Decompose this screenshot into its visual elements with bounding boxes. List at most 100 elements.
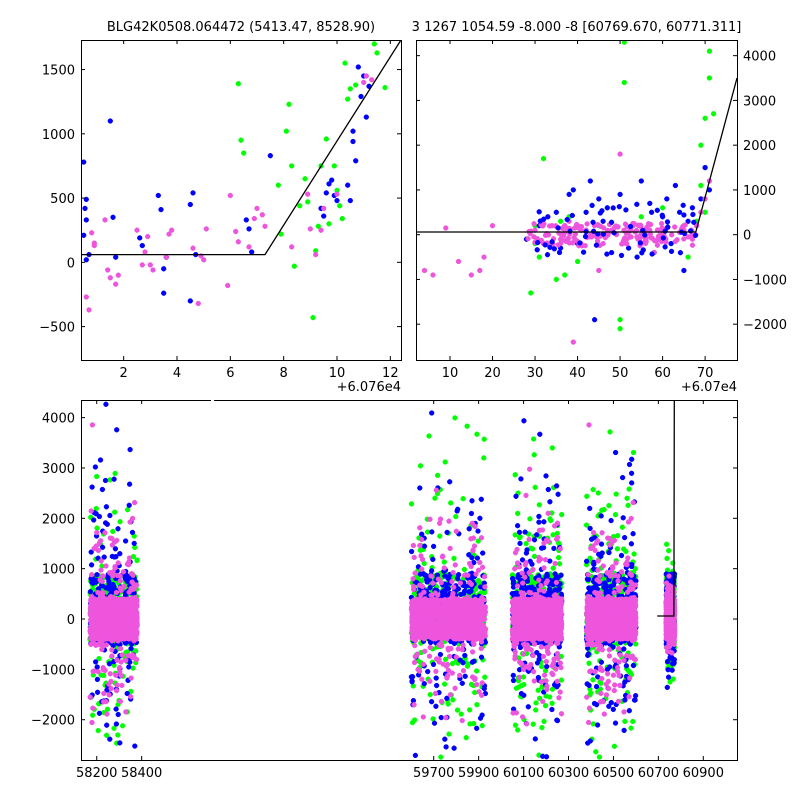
data-point [584, 576, 591, 582]
data-point [471, 658, 477, 664]
data-point [539, 663, 545, 670]
data-point [117, 519, 123, 525]
data-point [130, 581, 137, 587]
data-point [528, 290, 534, 296]
data-point [249, 249, 255, 255]
data-point [623, 207, 629, 213]
data-point [90, 705, 96, 711]
data-point [468, 272, 474, 278]
data-point [104, 711, 110, 717]
data-point [626, 461, 633, 468]
data-point [111, 554, 118, 560]
data-point [629, 456, 635, 462]
data-point [689, 242, 696, 248]
data-point [590, 228, 597, 234]
data-point [289, 244, 295, 250]
data-point [101, 672, 107, 679]
data-point [628, 541, 635, 547]
data-point [608, 219, 615, 225]
data-point [612, 449, 619, 456]
data-point [464, 423, 470, 429]
data-point [617, 317, 623, 323]
data-point [363, 40, 365, 41]
data-point [654, 207, 660, 213]
data-point [531, 553, 538, 560]
data-point [515, 727, 521, 733]
data-point [617, 326, 623, 332]
data-point [622, 718, 628, 725]
y-tick-label: 1500 [42, 64, 75, 79]
data-point [142, 249, 148, 255]
data-point [451, 555, 457, 562]
series-magenta [87, 422, 678, 727]
data-point [113, 687, 120, 694]
data-point [145, 233, 151, 240]
data-point [241, 150, 247, 156]
data-point [99, 646, 105, 653]
data-point [438, 754, 444, 760]
data-point [524, 585, 530, 591]
data-point [547, 694, 553, 700]
data-point [477, 267, 483, 274]
data-point [638, 178, 644, 184]
data-point [131, 638, 137, 644]
data-point [445, 701, 451, 707]
data-point [529, 584, 535, 590]
data-point [134, 227, 140, 233]
data-point [549, 706, 555, 713]
data-point [591, 317, 598, 323]
plot-area-top-left [81, 40, 401, 321]
x-tick-label: 40 [569, 366, 586, 381]
data-point [604, 251, 610, 257]
data-point [531, 537, 538, 543]
data-point [161, 290, 167, 296]
y-tick-label: 2000 [743, 139, 776, 154]
data-point [545, 486, 551, 493]
data-point [117, 664, 123, 671]
data-point [315, 223, 321, 229]
data-point [92, 464, 99, 470]
data-point [451, 745, 457, 751]
data-point [527, 516, 533, 522]
data-point [447, 479, 453, 485]
data-point [481, 455, 487, 461]
data-point [462, 652, 468, 659]
data-point [83, 294, 89, 300]
data-point [455, 506, 461, 512]
data-point [259, 212, 265, 218]
data-point [624, 495, 630, 501]
data-point [286, 101, 292, 107]
data-point [102, 217, 108, 223]
data-point [105, 267, 111, 273]
x-tick-label: 50 [612, 366, 629, 381]
data-point [129, 652, 136, 658]
data-point [108, 678, 114, 685]
data-point [638, 214, 644, 220]
data-point [692, 232, 699, 239]
data-point [630, 662, 637, 669]
data-point [617, 191, 623, 198]
data-point [334, 197, 340, 204]
data-point [674, 237, 680, 243]
data-point [235, 239, 241, 245]
data-point [647, 221, 654, 228]
data-point [521, 418, 527, 424]
data-point [409, 719, 416, 726]
data-point [94, 529, 100, 536]
data-point [99, 486, 106, 493]
data-point [82, 205, 88, 212]
data-point [642, 232, 648, 238]
data-point [555, 554, 562, 561]
data-point [297, 203, 303, 209]
data-point [106, 661, 113, 667]
data-point [522, 529, 528, 535]
data-point [187, 201, 193, 208]
data-point [536, 519, 542, 525]
data-point [544, 571, 550, 577]
data-point [120, 569, 127, 575]
data-point [123, 709, 129, 715]
data-point [408, 674, 415, 680]
data-point [655, 233, 662, 240]
data-point [139, 262, 145, 268]
